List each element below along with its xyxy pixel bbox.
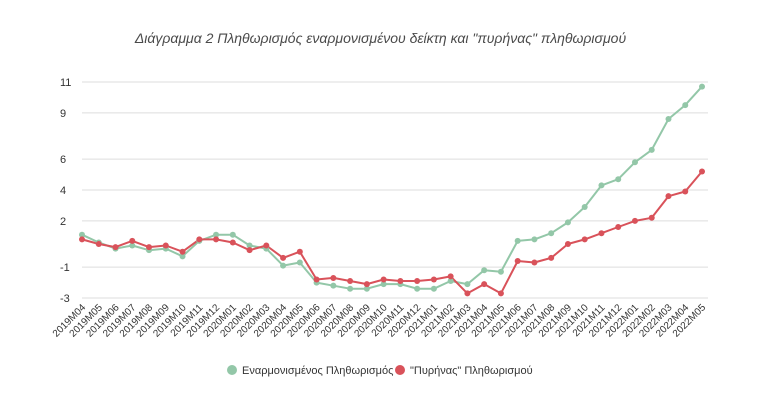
y-tick-label: -1 [60, 262, 70, 274]
series-1-point [481, 267, 488, 274]
legend-marker-1 [227, 365, 237, 375]
y-tick-label: 6 [60, 154, 66, 166]
legend-marker-2 [395, 365, 405, 375]
series-line-1 [81, 85, 703, 290]
series-2-point [313, 276, 320, 283]
series-2-point [213, 236, 220, 243]
series-2-point [363, 281, 370, 288]
series-1-point [347, 285, 354, 292]
series-2-point [79, 236, 85, 243]
series-1-point [179, 253, 186, 260]
series-1-point [699, 83, 705, 90]
series-2-point [129, 237, 136, 244]
series-2-point [665, 193, 672, 200]
series-2-point [481, 281, 488, 288]
series-1-point [598, 182, 605, 189]
series-2-point [447, 273, 454, 280]
series-1-point [447, 278, 454, 285]
series-2-point [263, 242, 270, 249]
chart-title: Διάγραμμα 2 Πληθωρισμός εναρμονισμένου δ… [134, 30, 627, 46]
legend-label-2: "Πυρήνας" Πληθωρισμού [410, 365, 533, 377]
series-1-point [464, 281, 471, 288]
series-2-point [414, 278, 421, 285]
series-2-point [531, 259, 538, 266]
y-tick-label: -3 [60, 293, 70, 305]
series-2-point [682, 188, 689, 195]
series-2-point [514, 257, 521, 264]
series-1-point [615, 176, 622, 183]
series-2-point [464, 290, 471, 297]
series-2-point [179, 248, 186, 255]
y-tick-label: 9 [60, 108, 66, 120]
series-1-point [648, 146, 655, 153]
series-2-point [229, 239, 236, 246]
series-2-point [95, 241, 102, 247]
series-1-point [682, 102, 689, 109]
series-1-point [330, 282, 337, 289]
series-2-point [548, 254, 555, 261]
series-2-point [397, 278, 404, 285]
series-2-point [196, 236, 203, 243]
y-tick-label: 11 [60, 77, 71, 89]
series-2-point [430, 276, 437, 283]
series-1-point [497, 268, 504, 275]
series-1-point [380, 281, 387, 288]
series-1-point [581, 203, 588, 210]
series-2-point [330, 274, 337, 281]
legend-label-1: Εναρμονισμένος Πληθωρισμός [242, 365, 393, 377]
series-1-point [129, 242, 136, 249]
series-2-point [564, 241, 571, 247]
series-2-point [280, 254, 287, 261]
series-2-point [615, 224, 622, 231]
series-1-point [213, 231, 220, 238]
series-1-point [564, 219, 571, 226]
series-2-point [112, 244, 119, 251]
series-2-point [648, 214, 655, 221]
series-1-point [414, 285, 421, 292]
series-1-point [514, 237, 521, 244]
series-1-point [631, 159, 638, 166]
series-2-point [347, 278, 354, 285]
series-1-point [229, 231, 236, 238]
series-1-point [531, 236, 538, 243]
series-2-point [631, 217, 638, 224]
y-tick-label: 4 [60, 185, 66, 197]
series-1-point [79, 231, 85, 238]
series-1-point [363, 285, 370, 292]
y-tick-label: 2 [60, 216, 66, 228]
series-2-point [581, 236, 588, 243]
series-2-point [380, 276, 387, 283]
series-1-point [296, 259, 303, 266]
series-2-point [497, 290, 504, 297]
series-2-point [246, 247, 253, 254]
series-1-point [246, 242, 253, 249]
series-1-point [430, 285, 437, 292]
series-2-point [162, 242, 169, 249]
series-2-point [598, 230, 605, 237]
series-1-point [548, 230, 555, 237]
series-2-point [296, 248, 303, 255]
series-1-point [280, 262, 287, 269]
series-2-point [146, 244, 153, 251]
series-1-point [665, 116, 672, 123]
series-2-point [699, 168, 705, 175]
